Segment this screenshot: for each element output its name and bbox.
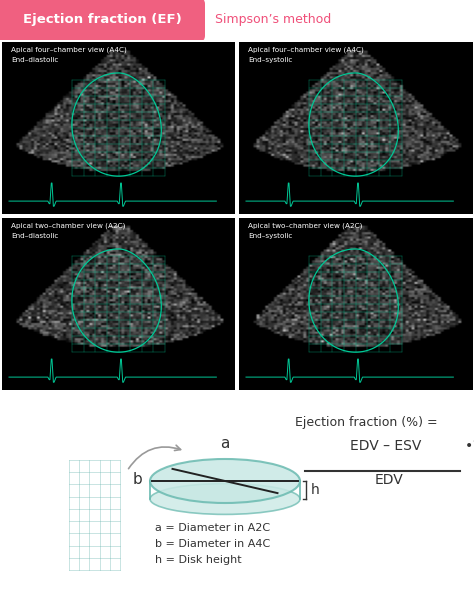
Text: Simpson’s method: Simpson’s method: [215, 13, 331, 26]
Text: h: h: [311, 483, 320, 497]
Text: b: b: [132, 472, 142, 486]
Text: Ejection fraction (%) =: Ejection fraction (%) =: [295, 416, 438, 429]
Text: Apical four–chamber view (A4C): Apical four–chamber view (A4C): [11, 46, 127, 53]
Text: •100: •100: [465, 439, 474, 453]
Text: EDV: EDV: [375, 473, 404, 487]
Ellipse shape: [150, 484, 300, 514]
Text: End–diastolic: End–diastolic: [11, 56, 59, 63]
Text: h = Disk height: h = Disk height: [155, 555, 242, 565]
Text: Ejection fraction (EF): Ejection fraction (EF): [23, 13, 182, 26]
Text: End–systolic: End–systolic: [248, 233, 292, 239]
Text: Apical four–chamber view (A4C): Apical four–chamber view (A4C): [248, 46, 364, 53]
Text: a: a: [220, 436, 230, 451]
FancyArrowPatch shape: [128, 445, 181, 469]
Text: End–systolic: End–systolic: [248, 56, 292, 63]
Text: EDV – ESV: EDV – ESV: [350, 439, 421, 453]
Text: b = Diameter in A4C: b = Diameter in A4C: [155, 539, 270, 549]
FancyBboxPatch shape: [0, 0, 205, 41]
Text: Apical two–chamber view (A2C): Apical two–chamber view (A2C): [11, 222, 126, 229]
Text: a = Diameter in A2C: a = Diameter in A2C: [155, 523, 270, 533]
Text: End–diastolic: End–diastolic: [11, 233, 59, 239]
Ellipse shape: [150, 459, 300, 503]
Text: Apical two–chamber view (A2C): Apical two–chamber view (A2C): [248, 222, 363, 229]
